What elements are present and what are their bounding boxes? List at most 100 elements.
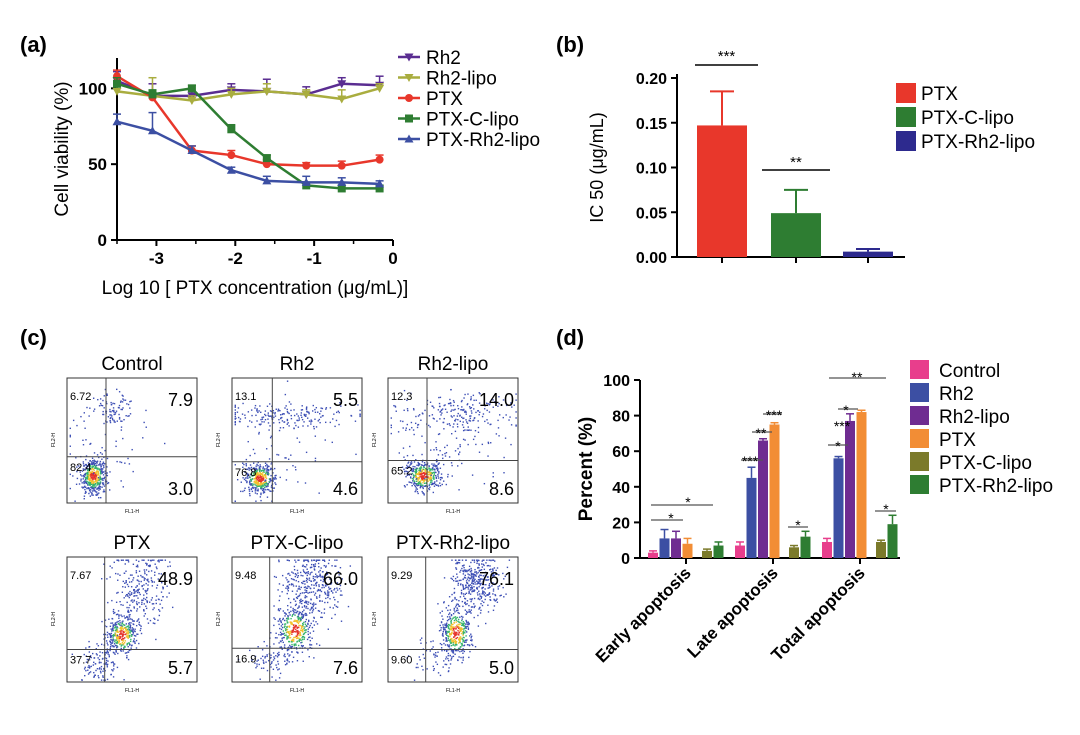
event-dot <box>129 593 131 595</box>
event-dot <box>329 421 332 424</box>
y-tick-label: 0 <box>98 231 107 250</box>
event-dot <box>279 595 281 597</box>
event-dot <box>423 466 425 469</box>
event-dot <box>307 560 310 563</box>
event-dot <box>106 642 108 644</box>
event-dot <box>477 614 479 617</box>
event-dot <box>430 640 432 643</box>
event-dot <box>470 587 473 589</box>
event-dot <box>270 666 272 668</box>
event-dot <box>471 588 473 590</box>
data-point <box>112 87 122 96</box>
event-dot <box>467 627 470 629</box>
event-dot <box>260 479 262 481</box>
event-dot <box>123 597 125 599</box>
event-dot <box>118 391 121 393</box>
event-dot <box>275 664 277 666</box>
event-dot <box>80 480 82 482</box>
event-dot <box>260 667 263 669</box>
event-dot <box>296 637 299 640</box>
event-dot <box>107 601 109 604</box>
event-dot <box>95 465 97 468</box>
event-dots <box>69 388 166 502</box>
event-dot <box>144 589 146 592</box>
event-dot <box>441 483 443 486</box>
event-dot <box>278 609 281 612</box>
event-dot <box>278 421 281 424</box>
event-dot <box>260 482 262 485</box>
event-dot <box>82 461 85 463</box>
event-dot <box>431 467 434 470</box>
event-dot <box>125 626 127 629</box>
event-dot <box>275 679 277 681</box>
event-dot <box>473 559 475 561</box>
event-dot <box>295 630 298 632</box>
event-dot <box>121 641 124 644</box>
event-dot <box>323 608 326 610</box>
event-dot <box>297 607 299 609</box>
event-dot <box>487 576 489 579</box>
event-dot <box>300 634 302 637</box>
event-dot <box>451 641 454 643</box>
event-dot <box>99 398 102 400</box>
event-dot <box>412 478 415 480</box>
event-dot <box>313 569 316 571</box>
event-dot <box>450 405 452 407</box>
event-dot <box>283 653 286 655</box>
event-dot <box>113 411 115 413</box>
event-dot <box>294 626 297 628</box>
event-dot <box>296 569 299 572</box>
event-dot <box>256 463 258 466</box>
event-dot <box>464 630 467 632</box>
event-dot <box>153 581 155 583</box>
event-dot <box>300 639 302 641</box>
event-dot <box>456 580 459 582</box>
event-dot <box>459 621 461 624</box>
event-dot <box>452 617 454 619</box>
event-dot <box>477 598 479 600</box>
event-dot <box>257 411 259 414</box>
event-dot <box>290 617 292 620</box>
event-dot <box>465 411 467 413</box>
event-dot <box>283 626 286 628</box>
event-dot <box>114 572 117 575</box>
event-dot <box>425 464 427 466</box>
event-dot <box>96 470 98 473</box>
event-dot <box>120 638 123 641</box>
event-dot <box>291 615 293 617</box>
event-dot <box>102 675 104 677</box>
event-dot <box>453 632 455 634</box>
event-dot <box>84 492 86 494</box>
event-dot <box>439 418 441 420</box>
event-dot <box>285 613 287 615</box>
event-dot <box>480 609 482 612</box>
event-dot <box>465 641 467 643</box>
event-dot <box>441 408 444 410</box>
event-dot <box>263 471 265 473</box>
event-dot <box>124 462 126 464</box>
event-dot <box>298 441 301 443</box>
event-dot <box>297 481 299 483</box>
event-dot <box>465 613 467 615</box>
event-dot <box>113 561 115 564</box>
event-dot <box>450 577 452 580</box>
event-dot <box>315 582 317 585</box>
event-dot <box>307 607 309 610</box>
event-dot <box>248 481 251 484</box>
data-point <box>375 84 385 93</box>
event-dot <box>305 614 307 617</box>
event-dot <box>420 482 422 485</box>
event-dot <box>247 440 249 443</box>
event-dot <box>430 472 433 474</box>
event-dot <box>281 637 283 640</box>
event-dot <box>430 477 432 480</box>
event-dot <box>255 473 258 475</box>
event-dot <box>461 644 463 646</box>
event-dot <box>430 481 432 484</box>
bar-ptx-c-lipo <box>771 213 821 257</box>
event-dot <box>79 471 81 473</box>
event-dot <box>338 588 341 590</box>
event-dot <box>274 411 276 414</box>
event-dot <box>470 570 473 572</box>
